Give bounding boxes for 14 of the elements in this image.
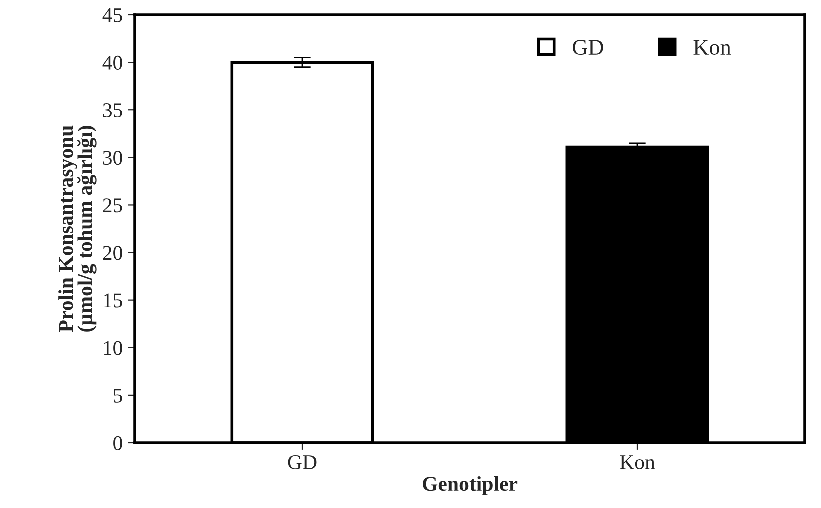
y-tick-label: 20 — [103, 246, 122, 260]
y-axis-title: Prolin Konsantrasyonu (µmol/g tohum ağırlığı) — [58, 126, 97, 332]
y-tick-label: 15 — [104, 294, 122, 308]
y-tick-label: 35 — [103, 104, 122, 118]
y-tick-label: 5 — [114, 389, 122, 403]
y-tick-label: 40 — [102, 56, 122, 70]
y-tick-label: 10 — [104, 341, 122, 356]
x-axis-title: Genotipler — [422, 476, 518, 496]
legend-label: GD — [573, 40, 604, 56]
y-tick-label: 30 — [103, 151, 122, 166]
legend-label: Kon — [694, 40, 732, 56]
y-tick-label: 0 — [114, 436, 122, 450]
y-tick-label: 45 — [102, 8, 122, 22]
y-tick-label: 25 — [103, 198, 122, 213]
